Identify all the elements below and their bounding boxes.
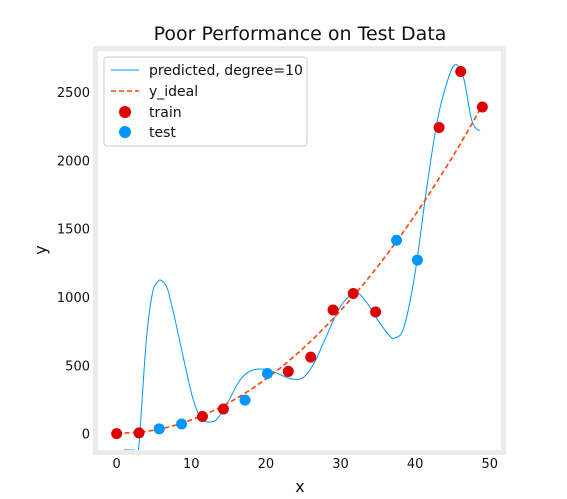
train-point xyxy=(370,306,382,318)
test-point xyxy=(261,367,273,379)
test-point xyxy=(176,418,188,430)
legend-box xyxy=(103,56,308,147)
train-point xyxy=(282,365,294,377)
train-point xyxy=(196,411,208,423)
test-point xyxy=(239,394,251,406)
test-point xyxy=(411,254,423,266)
legend-test-label: test xyxy=(149,125,176,141)
legend-ideal-label: y_ideal xyxy=(149,84,198,100)
train-point xyxy=(111,428,123,440)
legend-train-label: train xyxy=(149,105,182,121)
train-point xyxy=(327,304,339,316)
y-axis-ticks: 0 500 1000 1500 2000 2500 xyxy=(57,86,90,443)
x-tick-label: 40 xyxy=(407,457,424,472)
x-tick-label: 10 xyxy=(183,457,200,472)
x-tick-label: 0 xyxy=(113,457,121,472)
x-tick-label: 20 xyxy=(258,457,275,472)
train-point xyxy=(133,427,145,439)
train-point xyxy=(217,403,229,415)
train-point xyxy=(455,65,467,77)
chart-title: Poor Performance on Test Data xyxy=(154,23,447,45)
predicted-curve-line xyxy=(123,64,481,450)
train-point xyxy=(433,122,445,134)
y-tick-label: 2500 xyxy=(57,86,90,101)
legend-test-marker xyxy=(119,126,131,138)
train-point xyxy=(305,351,317,363)
y-tick-label: 500 xyxy=(65,359,90,374)
legend-predicted-label: predicted, degree=10 xyxy=(149,63,303,79)
series-layer xyxy=(111,64,488,450)
legend: predicted, degree=10 y_ideal train test xyxy=(103,56,308,147)
test-point xyxy=(391,234,403,246)
x-axis-ticks: 0 10 20 30 40 50 xyxy=(113,457,499,472)
x-axis-label: x xyxy=(295,477,304,495)
train-point xyxy=(347,288,359,300)
y-tick-label: 1000 xyxy=(57,291,90,306)
y-tick-label: 1500 xyxy=(57,223,90,238)
legend-train-marker xyxy=(119,106,131,118)
train-point xyxy=(476,101,488,113)
y-tick-label: 2000 xyxy=(57,154,90,169)
y-tick-label: 0 xyxy=(82,428,90,443)
test-point xyxy=(153,423,165,435)
y-axis-label: y xyxy=(31,245,50,254)
x-tick-label: 30 xyxy=(332,457,349,472)
x-tick-label: 50 xyxy=(482,457,499,472)
